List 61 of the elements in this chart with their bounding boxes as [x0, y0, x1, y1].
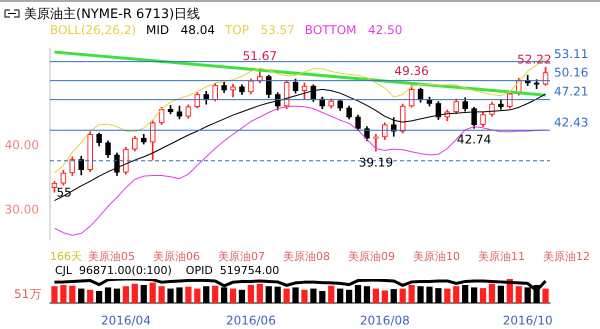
bar — [60, 285, 67, 303]
text: 美原油07 — [218, 249, 265, 264]
y-tick-label: 30.00 — [4, 202, 39, 216]
bar — [400, 288, 406, 303]
annotation: 49.36 — [394, 64, 429, 78]
bar — [382, 290, 388, 303]
ref-line-label: 50.16 — [554, 66, 588, 80]
chart-title: 美原油主(NYME-R 6713)日线 — [24, 6, 200, 23]
text: 美原油05 — [88, 249, 135, 264]
annotation: 51.67 — [242, 49, 277, 64]
text: 美原油06 — [153, 249, 200, 264]
ref-line-label: 47.21 — [554, 84, 588, 99]
bar — [301, 290, 308, 303]
text: 51万 — [14, 286, 42, 303]
ref-line-label: 42.43 — [554, 115, 588, 130]
bar — [444, 288, 450, 303]
text: 48.04 — [180, 23, 215, 37]
bar — [69, 286, 76, 303]
bar — [87, 290, 94, 303]
bar — [132, 284, 138, 303]
legend-title: BOLL(26,26,2) — [50, 23, 136, 37]
bar — [488, 284, 496, 303]
x-tick-label: 2016/08 — [360, 313, 410, 328]
text: 美原油12 — [543, 249, 590, 264]
bar — [372, 288, 380, 303]
text: 42.50 — [368, 23, 402, 37]
bar — [122, 286, 130, 303]
text: MID — [146, 23, 170, 37]
ref-line-label: 53.11 — [554, 46, 588, 61]
bar — [516, 286, 522, 303]
bar — [453, 286, 460, 303]
text: BOTTOM — [304, 23, 357, 37]
bar — [328, 286, 334, 303]
text: 166天 — [50, 249, 82, 264]
bar — [480, 288, 486, 303]
bar — [248, 285, 254, 303]
bar — [230, 288, 236, 303]
bar — [51, 286, 58, 303]
bar — [283, 288, 290, 303]
text: TOP — [224, 23, 249, 37]
text: 53.57 — [260, 23, 295, 37]
y-tick-label: 40.00 — [4, 138, 39, 152]
text: 美原油09 — [348, 249, 395, 264]
bar — [158, 286, 165, 303]
annotation: 39.19 — [358, 155, 394, 170]
x-tick-label: 2016/10 — [502, 313, 553, 328]
bar — [256, 284, 263, 303]
annotation: 55 — [56, 186, 72, 200]
text: 美原油11 — [478, 249, 525, 264]
x-tick-label: 2016/06 — [226, 313, 276, 328]
x-tick-label: 2016/04 — [100, 313, 151, 328]
text: 美原油08 — [283, 249, 330, 264]
bar — [150, 282, 156, 303]
chart-title: CJL 96871.00(0:100) OPID 519754.00 — [55, 264, 280, 277]
annotation: 42.74 — [456, 132, 492, 146]
bar — [212, 286, 218, 303]
text: 美原油10 — [413, 249, 460, 264]
bar — [185, 286, 192, 303]
bar — [408, 285, 415, 303]
bar — [542, 288, 549, 303]
bar — [194, 288, 200, 303]
